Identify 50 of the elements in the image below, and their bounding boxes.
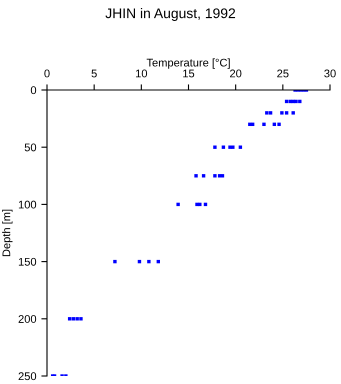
point: [288, 100, 292, 104]
point: [194, 174, 198, 178]
point: [213, 146, 217, 149]
point: [198, 202, 202, 206]
point: [79, 317, 83, 320]
x-tick-label: 20: [230, 70, 242, 78]
y-tick-label: 100: [18, 200, 36, 209]
y-tick-label: 150: [18, 258, 36, 266]
point: [272, 122, 276, 126]
point: [294, 100, 298, 104]
point: [277, 122, 281, 126]
point: [220, 174, 224, 178]
point: [204, 202, 208, 206]
y-tick-label: 200: [18, 315, 36, 323]
chart-title: JHIN in August, 1992: [105, 8, 236, 21]
x-tick-label: 15: [183, 70, 194, 78]
point: [284, 100, 288, 104]
point: [265, 111, 268, 115]
point: [284, 111, 288, 115]
x-tick-label: 10: [136, 70, 148, 78]
point: [202, 174, 206, 178]
point: [147, 260, 151, 264]
point: [213, 174, 217, 178]
point: [292, 111, 295, 115]
point: [248, 122, 252, 126]
point: [68, 317, 72, 320]
x-tick-label: 30: [324, 70, 336, 78]
x-axis-title: Temperature [°C]: [146, 58, 230, 69]
y-axis-title: Depth [m]: [2, 210, 12, 256]
point: [280, 111, 284, 115]
point: [72, 317, 76, 320]
point: [156, 260, 160, 264]
y-tick-label: 50: [24, 143, 36, 152]
point: [298, 100, 302, 104]
point: [176, 202, 180, 206]
x-tick-label: 25: [277, 70, 289, 78]
point: [75, 317, 79, 320]
x-tick-label: 5: [92, 70, 97, 78]
point: [262, 122, 266, 126]
point: [222, 146, 226, 149]
y-tick-label: 0: [30, 86, 36, 94]
point: [268, 111, 272, 115]
x-tick-label: 0: [44, 70, 50, 78]
point: [113, 260, 117, 264]
point: [231, 146, 235, 149]
point: [250, 122, 254, 126]
point: [218, 174, 222, 178]
point: [238, 146, 242, 149]
point: [138, 260, 142, 264]
y-tick-label: 250: [18, 372, 36, 380]
